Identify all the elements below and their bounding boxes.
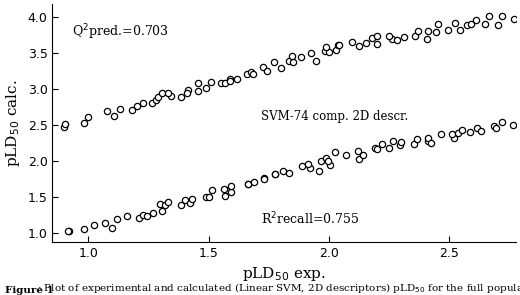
Y-axis label: pLD$_{50}$ calc.: pLD$_{50}$ calc. [4, 79, 22, 167]
Text: Figure 1: Figure 1 [5, 286, 54, 295]
Text: SVM-74 comp. 2D descr.: SVM-74 comp. 2D descr. [262, 110, 409, 123]
Text: Q$^2$pred.=0.703: Q$^2$pred.=0.703 [72, 23, 168, 42]
Text: : Plot of experimental and calculated (Linear SVM, 2D descriptors) pLD$_{50}$ fo: : Plot of experimental and calculated (L… [37, 281, 520, 295]
X-axis label: pLD$_{50}$ exp.: pLD$_{50}$ exp. [242, 265, 326, 283]
Text: R$^2$recall=0.755: R$^2$recall=0.755 [262, 211, 360, 227]
